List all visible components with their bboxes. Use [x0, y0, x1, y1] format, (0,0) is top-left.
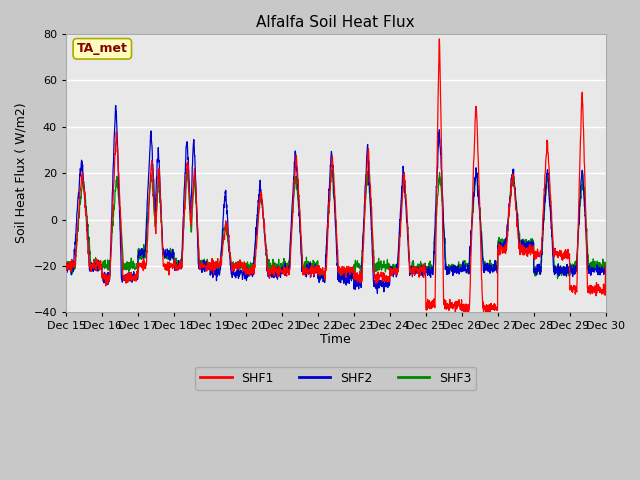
SHF1: [493, 306, 500, 312]
SHF3: [316, 277, 324, 283]
SHF3: [364, 172, 371, 178]
SHF1: [554, 250, 562, 256]
SHF2: [493, 265, 500, 271]
SHF3: [213, 260, 221, 265]
SHF2: [374, 290, 381, 296]
SHF2: [351, 285, 359, 291]
SHF1: [570, 284, 577, 289]
SHF1: [212, 262, 220, 268]
SHF2: [112, 103, 120, 108]
SHF1: [363, 168, 371, 174]
SHF2: [213, 269, 221, 275]
SHF1: [62, 259, 70, 265]
SHF1: [435, 36, 443, 42]
SHF2: [602, 263, 609, 269]
SHF2: [364, 147, 371, 153]
SHF1: [351, 276, 359, 281]
SHF1: [602, 263, 609, 269]
SHF3: [554, 272, 562, 277]
SHF3: [62, 266, 70, 272]
SHF2: [570, 265, 577, 271]
SHF2: [554, 261, 562, 267]
SHF3: [184, 166, 191, 171]
Title: Alfalfa Soil Heat Flux: Alfalfa Soil Heat Flux: [257, 15, 415, 30]
Legend: SHF1, SHF2, SHF3: SHF1, SHF2, SHF3: [195, 367, 476, 390]
Line: SHF2: SHF2: [66, 106, 605, 293]
SHF3: [493, 262, 500, 268]
SHF3: [570, 264, 577, 270]
SHF3: [602, 263, 609, 269]
SHF3: [352, 265, 360, 271]
X-axis label: Time: Time: [321, 333, 351, 346]
SHF2: [62, 261, 70, 266]
Line: SHF1: SHF1: [66, 39, 605, 315]
Text: TA_met: TA_met: [77, 42, 128, 55]
Y-axis label: Soil Heat Flux ( W/m2): Soil Heat Flux ( W/m2): [15, 103, 28, 243]
SHF1: [482, 312, 490, 318]
Line: SHF3: SHF3: [66, 168, 605, 280]
